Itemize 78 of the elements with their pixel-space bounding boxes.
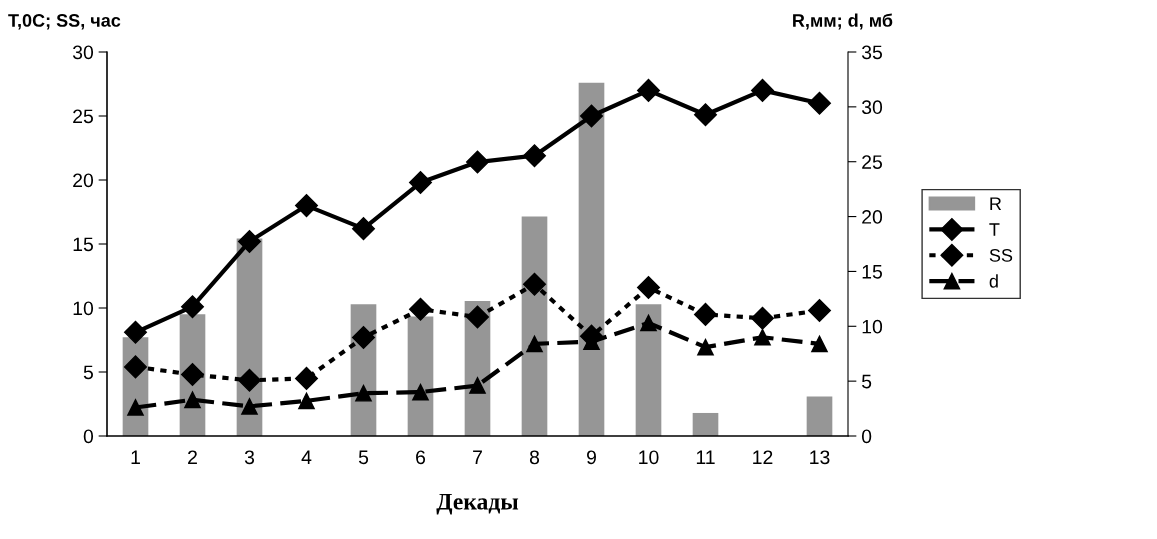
point: [352, 325, 375, 349]
legend-label: R: [990, 197, 1002, 210]
x-tick-label: 5: [358, 450, 369, 465]
y-tick-label: 15: [73, 237, 93, 252]
point: [355, 384, 372, 402]
x-tick-label: 9: [587, 450, 596, 465]
point: [124, 320, 147, 344]
y-tick-label: 20: [73, 173, 94, 188]
point: [295, 194, 318, 218]
y2-tick-label: 15: [862, 265, 883, 279]
point: [238, 368, 261, 392]
point: [523, 144, 546, 168]
point: [637, 276, 660, 300]
point: [124, 355, 147, 379]
y2-tick-label: 35: [861, 45, 883, 60]
legend-label: d: [989, 274, 998, 288]
point: [808, 91, 831, 115]
y-tick-label: 5: [83, 365, 93, 380]
point: [241, 398, 258, 415]
point: [295, 366, 318, 390]
point: [523, 272, 546, 296]
bar: [635, 304, 662, 436]
x-tick-label: 4: [301, 450, 312, 464]
y2-tick-label: 30: [861, 100, 883, 115]
x-tick-label: 6: [416, 450, 426, 465]
point: [181, 295, 204, 319]
point: [409, 171, 432, 195]
point: [754, 328, 771, 346]
x-tick-label: 12: [753, 450, 773, 464]
x-tick-label: 13: [810, 450, 830, 465]
y-axis-title: T,0C; SS, час: [8, 14, 121, 30]
point: [466, 150, 489, 174]
x-tick-label: 2: [188, 450, 197, 464]
point: [352, 217, 375, 241]
point: [238, 229, 261, 253]
y2-tick-label: 25: [862, 155, 883, 169]
point: [751, 306, 774, 330]
point: [694, 103, 717, 127]
bar: [806, 396, 833, 436]
x-tick-label: 11: [696, 450, 715, 464]
bar: [692, 412, 719, 436]
point: [412, 383, 429, 401]
point: [469, 377, 486, 394]
legend-label: T: [989, 223, 1000, 236]
bar: [521, 216, 548, 436]
point: [184, 391, 201, 409]
y2-tick-label: 0: [861, 429, 872, 444]
x-tick-label: 8: [529, 450, 540, 465]
y-tick-label: 10: [73, 301, 94, 316]
y-tick-label: 25: [73, 109, 93, 124]
x-axis-title: Декады: [436, 493, 519, 515]
x-tick-label: 7: [473, 450, 482, 464]
y-tick-label: 0: [83, 429, 94, 444]
point: [811, 335, 828, 353]
point: [694, 302, 717, 326]
point: [580, 104, 603, 128]
y2-axis-title: R,мм; d, мб: [793, 13, 893, 30]
point: [409, 297, 432, 321]
y-tick-label: 30: [72, 45, 94, 60]
point: [751, 78, 774, 102]
legend-label: SS: [989, 248, 1013, 262]
point: [298, 392, 315, 410]
x-tick-label: 1: [131, 450, 140, 464]
point: [466, 305, 489, 329]
y2-tick-label: 5: [861, 374, 872, 389]
x-tick-label: 3: [244, 450, 255, 465]
point: [697, 338, 714, 356]
point: [526, 335, 543, 353]
bar: [578, 82, 605, 436]
y2-tick-label: 20: [862, 210, 883, 224]
point: [808, 299, 831, 323]
point: [181, 363, 204, 387]
point: [640, 314, 657, 332]
x-tick-label: 10: [639, 450, 659, 465]
bar: [407, 316, 434, 436]
y2-tick-label: 10: [862, 319, 883, 334]
point: [127, 399, 144, 416]
point: [637, 78, 660, 102]
